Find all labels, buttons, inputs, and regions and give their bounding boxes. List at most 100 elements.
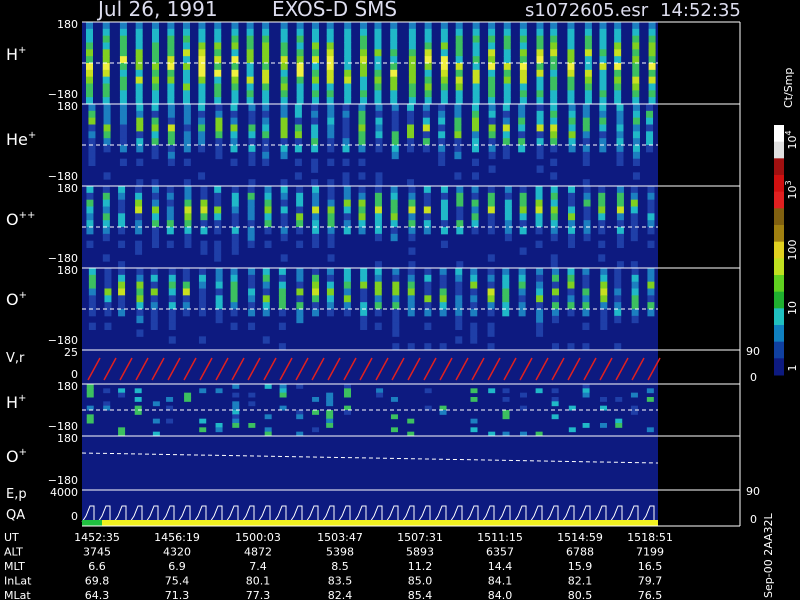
texture-cell (215, 110, 223, 119)
texture-cell (392, 288, 400, 296)
texture-cell (439, 405, 447, 411)
texture-cell (88, 158, 96, 166)
texture-cell (214, 22, 222, 30)
texture-cell (280, 97, 288, 105)
texture-cell (646, 117, 654, 125)
sawtooth (455, 357, 469, 381)
texture-cell (582, 392, 590, 398)
texture-cell (248, 302, 256, 310)
sawtooth (87, 357, 101, 381)
texture-cell (198, 69, 206, 78)
texture-cell (583, 186, 591, 194)
texture-cell (374, 268, 382, 276)
texture-cell (488, 145, 496, 153)
texture-cell (182, 268, 190, 276)
texture-cell (600, 309, 608, 317)
texture-cell (376, 388, 384, 394)
texture-cell (422, 131, 430, 139)
texture-cell (262, 35, 270, 43)
texture-cell (455, 268, 463, 276)
texture-cell (360, 83, 368, 91)
texture-cell (230, 288, 238, 296)
texture-cell (454, 138, 462, 146)
texture-cell (375, 145, 383, 153)
texture-cell (568, 213, 576, 221)
texture-cell (550, 124, 558, 132)
texture-cell (343, 274, 351, 283)
sawtooth (167, 357, 181, 381)
texture-cell (360, 281, 368, 289)
texture-cell (326, 281, 334, 289)
texture-cell (519, 220, 527, 228)
cell: 79.7 (638, 575, 663, 588)
texture-cell (327, 145, 335, 153)
texture-cell (647, 199, 655, 207)
texture-cell (536, 281, 544, 289)
texture-cell (248, 179, 256, 187)
texture-cell (343, 206, 351, 214)
texture-cell (616, 158, 624, 166)
texture-cell (198, 63, 206, 71)
texture-cell (311, 104, 319, 112)
texture-cell (279, 384, 287, 389)
texture-cell (536, 302, 544, 310)
texture-cell (262, 76, 270, 84)
texture-cell (550, 206, 558, 214)
texture-cell (374, 322, 382, 330)
texture-cell (407, 104, 415, 112)
texture-cell (182, 281, 190, 289)
texture-cell (408, 49, 416, 57)
texture-cell (86, 35, 94, 43)
texture-cell (86, 63, 94, 71)
texture-cell (246, 56, 254, 64)
texture-cell (392, 302, 400, 310)
texture-cell (470, 288, 478, 296)
texture-cell (631, 315, 639, 324)
texture-cell (230, 281, 238, 289)
texture-cell (567, 90, 575, 98)
texture-cell (343, 192, 351, 201)
texture-cell (152, 418, 160, 424)
texture-cell (632, 42, 640, 50)
texture-cell (342, 110, 350, 119)
texture-cell (598, 254, 606, 262)
texture-cell (231, 28, 239, 37)
texture-cell (488, 131, 496, 139)
texture-cell (312, 206, 320, 214)
texture-cell (392, 329, 400, 337)
texture-cell (200, 186, 208, 194)
texture-cell (102, 199, 110, 207)
texture-cell (104, 281, 112, 289)
texture-cell (280, 69, 288, 78)
texture-cell (200, 206, 208, 214)
texture-cell (408, 22, 416, 30)
texture-cell (454, 110, 462, 119)
texture-cell (312, 397, 320, 402)
texture-cell (119, 124, 127, 132)
texture-cell (519, 213, 527, 221)
texture-cell (280, 83, 288, 91)
texture-cell (647, 240, 655, 248)
texture-cell (376, 392, 384, 398)
texture-cell (118, 206, 126, 214)
texture-cell (374, 22, 382, 30)
texture-cell (536, 90, 544, 98)
texture-cell (246, 90, 254, 98)
texture-cell (487, 199, 495, 207)
texture-cell (246, 35, 254, 43)
texture-cell (86, 76, 94, 84)
row-label: UT (4, 531, 19, 544)
texture-cell (296, 49, 304, 57)
colorbar-label-base: 10 (786, 136, 799, 150)
texture-cell (151, 227, 159, 235)
texture-cell (119, 104, 127, 112)
texture-cell (374, 97, 382, 105)
texture-cell (231, 22, 239, 30)
texture-cell (151, 110, 159, 119)
texture-cell (374, 261, 382, 269)
texture-cell (167, 124, 175, 132)
texture-cell (551, 309, 559, 317)
cell: 84.1 (488, 575, 513, 588)
texture-cell (344, 28, 352, 37)
texture-cell (214, 213, 222, 221)
